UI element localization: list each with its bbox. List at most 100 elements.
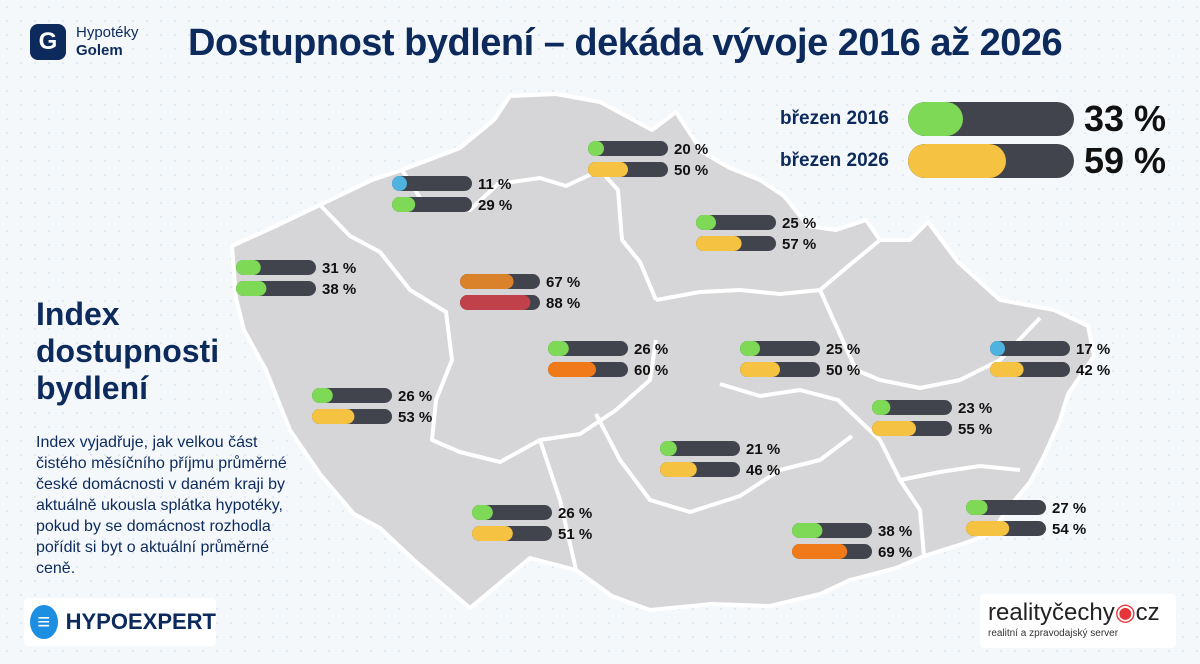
value-label-region-6-2026: 60 % (634, 362, 668, 379)
golem-logo-text: Hypotéky Golem (76, 24, 139, 60)
bar-fill-region-10-2026 (872, 421, 916, 436)
value-label-region-1-2016: 20 % (674, 141, 708, 158)
bar-fill-region-5-2016 (460, 274, 514, 289)
bar-fill-region-11-2016 (660, 441, 677, 456)
hypoexpert-logo: ≡ HYPOEXPERT (24, 598, 216, 646)
bar-fill-region-14-2016 (792, 523, 823, 538)
golem-name-line1: Hypotéky (76, 24, 139, 41)
bar-track-region-7-2016 (740, 341, 820, 356)
value-label-region-2-2026: 29 % (478, 197, 512, 214)
bar-track-region-2-2016 (392, 176, 472, 191)
bar-track-region-6-2016 (548, 341, 628, 356)
legend-label-2016: březen 2016 (780, 108, 889, 129)
bar-fill-region-9-2026 (312, 409, 355, 424)
bar-fill-region-1-2016 (588, 141, 604, 156)
hypoexpert-text: HYPOEXPERT (65, 609, 216, 634)
map-border-moravia (719, 382, 926, 557)
bar-fill-region-2-2026 (392, 197, 416, 212)
legend-fill-2026 (908, 144, 1006, 178)
bar-fill-region-12-2016 (472, 505, 493, 520)
value-label-region-9-2016: 26 % (398, 388, 432, 405)
bar-fill-region-14-2026 (792, 544, 848, 559)
reality-cechy-tagline: realitní a zpravodajský server (988, 628, 1119, 639)
value-label-region-4-2016: 31 % (322, 260, 356, 277)
page-title: Dostupnost bydlení – dekáda vývoje 2016 … (188, 22, 1063, 64)
bar-fill-region-3-2026 (696, 236, 742, 251)
bar-track-region-9-2016 (312, 388, 392, 403)
bar-fill-region-8-2016 (990, 341, 1005, 356)
index-title: Index dostupnosti bydlení (36, 296, 220, 406)
value-label-region-7-2026: 50 % (826, 362, 860, 379)
value-label-region-12-2016: 26 % (558, 505, 592, 522)
value-label-region-11-2016: 21 % (746, 441, 780, 458)
legend-value-2016: 33 % (1084, 98, 1167, 139)
legend-fill-2016 (908, 102, 963, 136)
reality-cechy-suffix: cz (1135, 599, 1160, 626)
bar-fill-region-3-2016 (696, 215, 716, 230)
value-label-region-13-2026: 54 % (1052, 521, 1086, 538)
bar-track-region-3-2016 (696, 215, 776, 230)
value-label-region-13-2016: 27 % (1052, 500, 1086, 517)
bar-fill-region-13-2026 (966, 521, 1010, 536)
legend-item-2026: březen 2026 59 % (780, 140, 1166, 182)
map-border-vysocina (594, 413, 854, 514)
bar-fill-region-6-2026 (548, 362, 596, 377)
region-bars: 20 % 50 % 11 % 29 % 25 % 57 % 31 % 38 % 67 % 88 %… (236, 141, 1110, 561)
bar-fill-region-7-2026 (740, 362, 780, 377)
value-label-region-10-2026: 55 % (958, 421, 992, 438)
value-label-region-6-2016: 26 % (634, 341, 668, 358)
map-border-central (655, 238, 882, 302)
bar-track-region-1-2016 (588, 141, 668, 156)
value-label-region-8-2026: 42 % (1076, 362, 1110, 379)
value-label-region-8-2016: 17 % (1076, 341, 1110, 358)
reality-cechy-main: realityčechy (988, 599, 1115, 626)
index-description: Index vyjadřuje, jak velkou část čistého… (36, 434, 287, 577)
value-label-region-3-2016: 25 % (782, 215, 816, 232)
map-border-west (318, 203, 658, 464)
bar-track-region-10-2016 (872, 400, 952, 415)
legend-value-2026: 59 % (1084, 140, 1167, 181)
value-label-region-12-2026: 51 % (558, 526, 592, 543)
bar-fill-region-9-2016 (312, 388, 333, 403)
bar-fill-region-6-2016 (548, 341, 569, 356)
bar-fill-region-4-2026 (236, 281, 267, 296)
bar-fill-region-13-2016 (966, 500, 988, 515)
value-label-region-14-2016: 38 % (878, 523, 912, 540)
value-label-region-2-2016: 11 % (478, 176, 511, 193)
value-label-region-9-2026: 53 % (398, 409, 432, 426)
legend-item-2016: březen 2016 33 % (780, 98, 1166, 140)
value-label-region-5-2026: 88 % (546, 295, 580, 312)
value-label-region-10-2016: 23 % (958, 400, 992, 417)
map-outline (230, 92, 1096, 612)
bar-track-region-8-2016 (990, 341, 1070, 356)
hypoexpert-icon: ≡ (30, 605, 58, 639)
legend-bar-2026 (908, 144, 1074, 178)
bar-fill-region-4-2016 (236, 260, 261, 275)
value-label-region-1-2026: 50 % (674, 162, 708, 179)
golem-logo-icon: G (30, 24, 66, 60)
bar-track-region-12-2016 (472, 505, 552, 520)
map-regions (230, 92, 1096, 612)
value-label-region-3-2026: 57 % (782, 236, 816, 253)
golem-name-line2: Golem (76, 42, 123, 59)
reality-cechy-target-icon: ◉ (1114, 599, 1136, 626)
bar-fill-region-8-2026 (990, 362, 1024, 377)
bar-fill-region-1-2026 (588, 162, 628, 177)
bar-fill-region-11-2026 (660, 462, 697, 477)
legend-bar-2016 (908, 102, 1074, 136)
bar-fill-region-7-2016 (740, 341, 760, 356)
value-label-region-14-2026: 69 % (878, 544, 912, 561)
value-label-region-11-2026: 46 % (746, 462, 780, 479)
value-label-region-7-2016: 25 % (826, 341, 860, 358)
reality-cechy-logo: realityčechy◉cz realitní a zpravodajský … (980, 594, 1176, 648)
bar-fill-region-10-2016 (872, 400, 891, 415)
map-border-zlin (899, 464, 1021, 482)
value-label-region-4-2026: 38 % (322, 281, 356, 298)
bar-track-region-11-2016 (660, 441, 740, 456)
bar-fill-region-2-2016 (392, 176, 407, 191)
map-border-south (538, 439, 578, 571)
reality-cechy-wordmark: realityčechy◉cz (988, 598, 1160, 627)
bar-fill-region-5-2026 (460, 295, 531, 310)
bar-fill-region-12-2026 (472, 526, 513, 541)
